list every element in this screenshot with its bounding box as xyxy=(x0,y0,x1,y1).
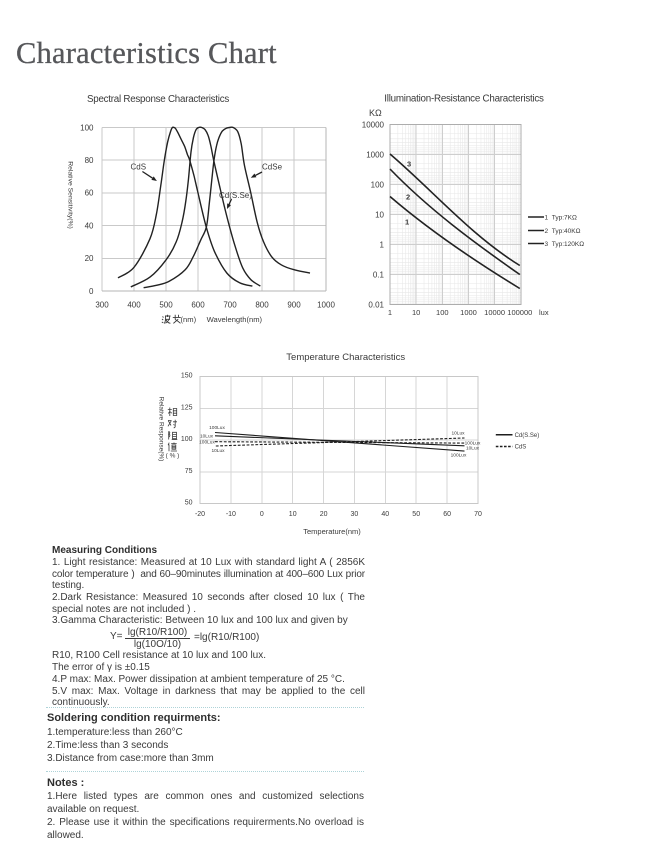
svg-text:10: 10 xyxy=(412,308,420,317)
svg-text:0: 0 xyxy=(89,287,94,296)
svg-text:800: 800 xyxy=(255,301,269,310)
svg-text:50: 50 xyxy=(412,511,420,518)
svg-text:2: 2 xyxy=(406,193,410,202)
svg-text:3: 3 xyxy=(407,160,411,169)
svg-text:70: 70 xyxy=(474,511,482,518)
svg-text:Temperature(nm): Temperature(nm) xyxy=(303,527,361,536)
svg-text:10Lux: 10Lux xyxy=(200,434,214,440)
svg-text:CdS: CdS xyxy=(131,162,147,171)
svg-text:100Lux: 100Lux xyxy=(465,440,481,446)
svg-text:100: 100 xyxy=(436,308,449,317)
svg-text:700: 700 xyxy=(223,301,237,310)
svg-text:20: 20 xyxy=(85,254,94,263)
svg-text:Relative Sensitivity(%): Relative Sensitivity(%) xyxy=(67,161,74,229)
svg-text:10000: 10000 xyxy=(362,121,385,130)
svg-text:10: 10 xyxy=(289,511,297,518)
svg-text:0: 0 xyxy=(260,511,264,518)
svg-text:150: 150 xyxy=(181,373,193,380)
svg-text:Temperature Characteristics: Temperature Characteristics xyxy=(286,352,405,363)
svg-text:300: 300 xyxy=(95,301,109,310)
svg-text:Illumination-Resistance Charac: Illumination-Resistance Characteristics xyxy=(384,94,544,105)
svg-text:10Lux: 10Lux xyxy=(211,448,225,454)
svg-text:125: 125 xyxy=(181,404,193,411)
svg-text:0.01: 0.01 xyxy=(368,301,384,310)
svg-text:CdSe: CdSe xyxy=(262,162,283,171)
svg-text:1 Typ:7KΩ: 1 Typ:7KΩ xyxy=(545,215,577,222)
svg-text:KΩ: KΩ xyxy=(369,108,382,118)
svg-text:60: 60 xyxy=(443,511,451,518)
svg-text:Cd(S.Se): Cd(S.Se) xyxy=(219,191,252,200)
svg-text:100Lux: 100Lux xyxy=(451,453,467,459)
svg-text:-20: -20 xyxy=(195,511,205,518)
svg-text:1000: 1000 xyxy=(366,151,384,160)
svg-text:100000: 100000 xyxy=(507,308,532,317)
svg-text:100: 100 xyxy=(80,124,94,133)
svg-text:1: 1 xyxy=(388,308,392,317)
svg-text:-10: -10 xyxy=(226,511,236,518)
svg-text:CdS: CdS xyxy=(515,445,527,451)
svg-text:100: 100 xyxy=(371,181,385,190)
svg-text:100: 100 xyxy=(181,436,193,443)
svg-text:1000: 1000 xyxy=(317,301,335,310)
svg-text:lux: lux xyxy=(539,308,549,317)
svg-text:40: 40 xyxy=(381,511,389,518)
svg-text:0.1: 0.1 xyxy=(373,271,385,280)
svg-text:60: 60 xyxy=(85,189,94,198)
svg-text:Relative Response(%): Relative Response(%) xyxy=(158,397,165,462)
svg-text:500: 500 xyxy=(159,301,173,310)
svg-text:30: 30 xyxy=(351,511,359,518)
svg-text:75: 75 xyxy=(185,468,193,475)
svg-text:10: 10 xyxy=(375,211,384,220)
svg-text:10000: 10000 xyxy=(484,308,505,317)
svg-text:50: 50 xyxy=(185,500,193,507)
svg-text:10Lux: 10Lux xyxy=(451,431,465,437)
svg-text:600: 600 xyxy=(191,301,205,310)
svg-text:900: 900 xyxy=(287,301,301,310)
svg-text:(nm) Wavelength(nm): (nm) Wavelength(nm) xyxy=(181,315,263,324)
svg-text:( % ): ( % ) xyxy=(166,453,180,460)
svg-text:10Lux: 10Lux xyxy=(466,446,480,452)
svg-text:40: 40 xyxy=(85,222,94,231)
svg-text:100Lux: 100Lux xyxy=(199,440,215,446)
svg-text:1: 1 xyxy=(405,218,409,227)
svg-text:100Lux: 100Lux xyxy=(209,425,225,431)
svg-text:Spectral Response Characterist: Spectral Response Characteristics xyxy=(87,94,229,105)
svg-text:1: 1 xyxy=(380,241,385,250)
svg-text:400: 400 xyxy=(127,301,141,310)
svg-text:20: 20 xyxy=(320,511,328,518)
svg-text:3 Typ:120KΩ: 3 Typ:120KΩ xyxy=(545,241,585,248)
svg-text:80: 80 xyxy=(85,156,94,165)
svg-text:Cd(S.Se): Cd(S.Se) xyxy=(515,433,540,439)
svg-text:1000: 1000 xyxy=(460,308,477,317)
svg-text:2 Typ:40KΩ: 2 Typ:40KΩ xyxy=(545,228,581,235)
